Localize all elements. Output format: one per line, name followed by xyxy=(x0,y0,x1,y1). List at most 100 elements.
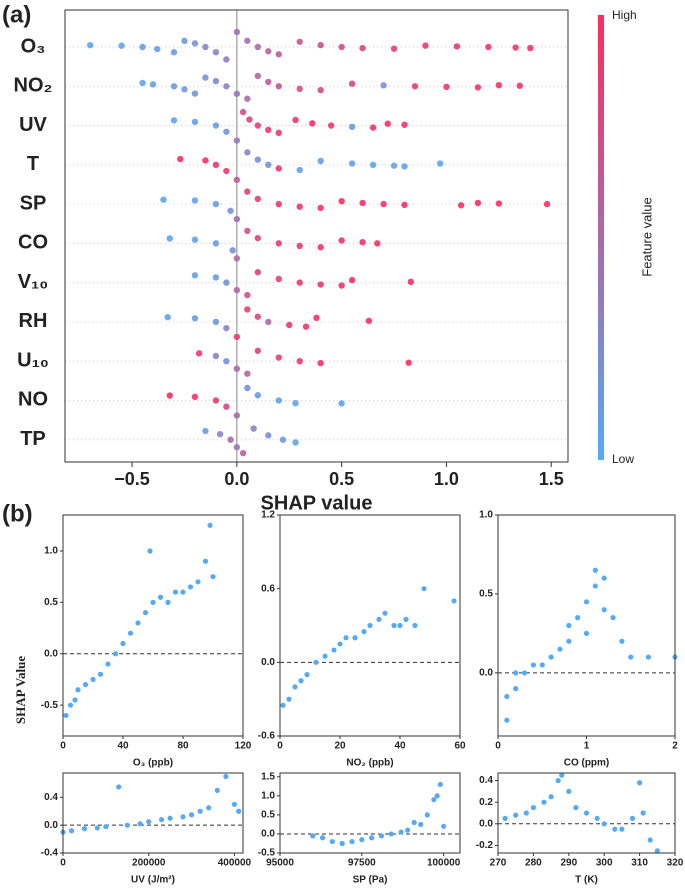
dot xyxy=(527,44,534,52)
point xyxy=(172,589,179,595)
point xyxy=(319,835,326,841)
dot xyxy=(170,83,178,90)
point xyxy=(513,812,519,818)
dot xyxy=(250,425,257,432)
dot xyxy=(296,203,303,210)
x-axis-label: SP (Pa) xyxy=(353,875,388,886)
point xyxy=(403,616,409,622)
dot xyxy=(191,272,199,279)
dot xyxy=(543,200,551,208)
dot xyxy=(166,392,173,399)
point xyxy=(541,799,547,805)
point xyxy=(523,810,529,816)
dot xyxy=(223,324,230,332)
point xyxy=(223,773,229,780)
point xyxy=(195,579,201,585)
panel-label: (b) xyxy=(2,500,33,527)
dot xyxy=(233,90,241,97)
point xyxy=(188,812,195,818)
point xyxy=(298,678,304,684)
point xyxy=(157,594,164,600)
x-tick-label: 0.0 xyxy=(224,469,249,489)
y-tick-label: 0.4 xyxy=(44,792,58,803)
x-axis-label: UV (J/m²) xyxy=(131,875,175,886)
dot xyxy=(181,86,188,93)
dot xyxy=(292,439,299,446)
dot xyxy=(244,370,251,377)
dot xyxy=(202,427,209,435)
dot xyxy=(212,318,220,326)
x-tick-label: 2 xyxy=(672,741,678,752)
dot xyxy=(233,444,241,451)
y-tick-label: 0.0 xyxy=(261,829,275,840)
colorbar-high: High xyxy=(612,8,637,22)
dot xyxy=(369,124,377,131)
dot xyxy=(212,161,220,169)
point xyxy=(90,676,96,683)
y-tick-label: 1.0 xyxy=(44,546,58,557)
point xyxy=(557,646,563,652)
point xyxy=(68,828,75,834)
dot xyxy=(265,78,272,86)
dot xyxy=(202,74,209,81)
dot xyxy=(233,28,241,36)
point xyxy=(378,833,385,839)
point xyxy=(513,686,519,692)
point xyxy=(339,840,345,847)
point xyxy=(629,815,636,822)
dot xyxy=(327,122,335,129)
point xyxy=(67,702,74,708)
dot xyxy=(265,126,272,134)
point xyxy=(559,772,565,778)
point xyxy=(210,574,216,580)
x-tick-label: 40 xyxy=(394,741,406,752)
dot xyxy=(212,77,220,85)
point xyxy=(112,651,119,657)
point xyxy=(82,682,89,688)
dot xyxy=(233,333,241,341)
point xyxy=(105,661,111,667)
point xyxy=(137,821,143,827)
point xyxy=(398,829,404,835)
dot xyxy=(390,162,398,169)
dot xyxy=(166,235,173,242)
x-tick-label: 270 xyxy=(490,858,507,869)
dot xyxy=(191,393,199,401)
dot xyxy=(227,436,234,443)
x-axis-label: O₃ (ppb) xyxy=(133,758,173,769)
point xyxy=(382,610,388,616)
dot xyxy=(380,82,387,89)
dot xyxy=(411,83,419,90)
dot xyxy=(254,72,262,80)
dot xyxy=(212,48,220,56)
plot-frame xyxy=(62,514,244,737)
dot xyxy=(118,42,125,49)
x-tick-label: 60 xyxy=(454,741,466,752)
dot xyxy=(233,137,241,144)
point xyxy=(592,583,598,589)
point xyxy=(424,812,430,818)
point xyxy=(391,622,397,629)
point xyxy=(418,821,424,828)
dot xyxy=(374,240,381,247)
dot xyxy=(369,161,377,169)
dot xyxy=(212,397,220,404)
dot xyxy=(170,117,178,124)
dot xyxy=(195,350,203,357)
dot xyxy=(149,81,157,88)
dot xyxy=(244,188,251,195)
dot xyxy=(317,359,324,367)
dot xyxy=(244,306,251,313)
point xyxy=(72,697,78,703)
dot xyxy=(512,44,519,51)
dot xyxy=(254,43,262,51)
dot xyxy=(275,354,282,361)
point xyxy=(583,810,590,816)
dot xyxy=(254,122,262,129)
y-tick-label: 0.2 xyxy=(479,797,493,808)
point xyxy=(530,804,537,811)
plot-frame xyxy=(497,772,676,854)
dot xyxy=(317,86,324,94)
row-label: SP xyxy=(20,192,47,214)
point xyxy=(116,784,122,790)
